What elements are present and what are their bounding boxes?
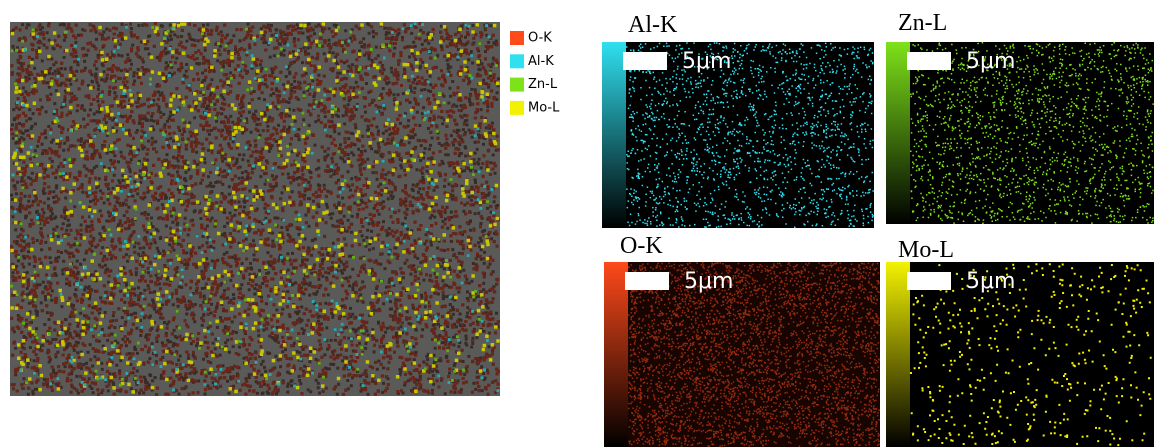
legend-label: Zn-L xyxy=(528,77,558,92)
panel-title: O-K xyxy=(620,233,663,259)
legend-label: Al-K xyxy=(528,54,554,69)
legend-swatch xyxy=(510,101,524,115)
scale-bar xyxy=(907,272,951,290)
scale-label: 5μm xyxy=(682,49,731,74)
legend-label: O-K xyxy=(528,31,552,46)
panel-title: Mo-L xyxy=(898,237,954,263)
scale-bar xyxy=(907,52,951,70)
scale-label: 5μm xyxy=(966,269,1015,294)
panel-title: Zn-L xyxy=(898,10,947,36)
color-bar xyxy=(886,42,910,224)
scale-bar xyxy=(625,272,669,290)
legend-label: Mo-L xyxy=(528,100,560,115)
scale-label: 5μm xyxy=(966,49,1015,74)
legend-swatch xyxy=(510,78,524,92)
color-bar xyxy=(886,262,910,447)
figure: O-KAl-KZn-LMo-LAl-K5μmZn-L5μmO-K5μmMo-L5… xyxy=(0,0,1158,447)
panel-title: Al-K xyxy=(628,12,678,38)
color-bar xyxy=(602,42,626,228)
legend-swatch xyxy=(510,31,524,45)
scale-label: 5μm xyxy=(684,269,733,294)
legend-swatch xyxy=(510,54,524,68)
page: O-KAl-KZn-LMo-LAl-K5μmZn-L5μmO-K5μmMo-L5… xyxy=(0,0,1158,447)
color-bar xyxy=(604,262,628,447)
scale-bar xyxy=(623,52,667,70)
